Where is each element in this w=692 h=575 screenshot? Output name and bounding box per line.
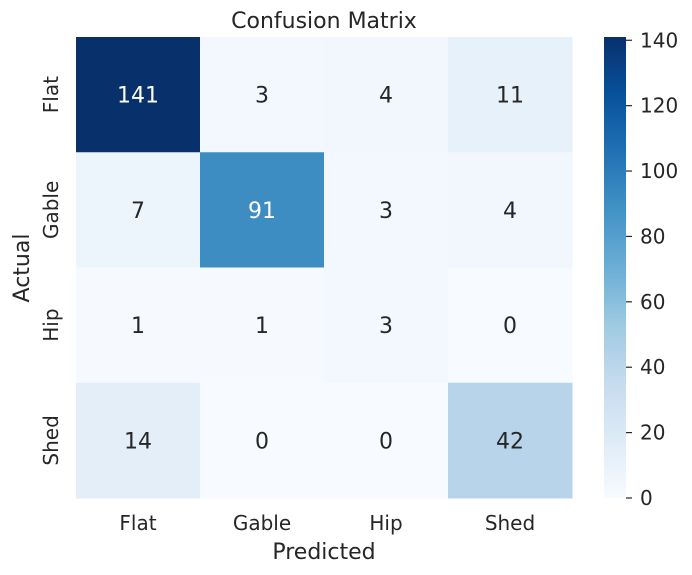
heatmap-cell (324, 37, 449, 153)
heatmap-cell (76, 152, 201, 268)
colorbar-tick-label: 40 (640, 355, 665, 379)
heatmap-cell-label: 4 (379, 84, 393, 109)
heatmap-cell-label: 1 (131, 314, 145, 339)
heatmap-cell-label: 91 (248, 199, 276, 224)
colorbar-tick-label: 20 (640, 421, 665, 445)
y-axis-label: Actual (10, 234, 35, 303)
x-tick-label: Shed (485, 511, 535, 535)
heatmap-cell-label: 4 (503, 199, 517, 224)
heatmap-cell (324, 267, 449, 384)
heatmap-cell-label: 3 (379, 314, 393, 339)
heatmap-cell-label: 141 (117, 84, 159, 109)
heatmap-cell-label: 0 (503, 314, 517, 339)
colorbar-tick-label: 120 (640, 94, 678, 118)
heatmap-cell (324, 382, 449, 499)
heatmap-cell-label: 42 (496, 429, 524, 454)
x-tick-label: Gable (233, 511, 291, 535)
y-tick-labels: Flat Gable Hip Shed (39, 76, 63, 466)
y-tick-label: Hip (39, 308, 63, 341)
heatmap-cell (76, 382, 201, 499)
heatmap-cell (324, 152, 449, 268)
heatmap-cell (200, 37, 325, 153)
colorbar-tick-label: 0 (640, 486, 653, 510)
heatmap-cell (76, 37, 201, 153)
heatmap-cell-label: 7 (131, 199, 145, 224)
heatmap-cell (200, 267, 325, 384)
heatmap-cell-label: 1 (255, 314, 269, 339)
heatmap-cell (448, 37, 573, 153)
heatmap-cell (448, 382, 573, 499)
x-axis-label: Predicted (272, 540, 375, 565)
heatmap-cell (200, 382, 325, 499)
y-tick-label: Gable (39, 181, 63, 239)
heatmap-cell (448, 152, 573, 268)
heatmap-cell-label: 14 (124, 429, 152, 454)
heatmap-cell (200, 152, 325, 268)
colorbar-tick-label: 80 (640, 224, 665, 248)
y-tick-label: Flat (39, 76, 63, 113)
heatmap-cell (76, 267, 201, 384)
colorbar-tick-label: 60 (640, 290, 665, 314)
x-tick-labels: Flat Gable Hip Shed (119, 511, 535, 535)
heatmap-cell-label: 3 (379, 199, 393, 224)
colorbar (604, 37, 626, 498)
colorbar-ticks: 0 20 40 60 80 100 120 140 (626, 28, 678, 510)
heatmap-cells (76, 37, 573, 499)
x-tick-label: Flat (119, 511, 156, 535)
heatmap-cell-label: 0 (255, 429, 269, 454)
heatmap-cell-label: 3 (255, 84, 269, 109)
x-tick-label: Hip (369, 511, 402, 535)
heatmap-cell-labels: 141 3 4 117 91 3 41 1 3 014 0 0 42 (117, 84, 524, 455)
colorbar-tick-label: 140 (640, 28, 678, 52)
heatmap-cell-label: 11 (496, 84, 524, 109)
chart-title: Confusion Matrix (231, 9, 417, 34)
colorbar-tick-label: 100 (640, 159, 678, 183)
y-tick-label: Shed (39, 415, 63, 465)
heatmap-cell-label: 0 (379, 429, 393, 454)
heatmap-cell (448, 267, 573, 384)
